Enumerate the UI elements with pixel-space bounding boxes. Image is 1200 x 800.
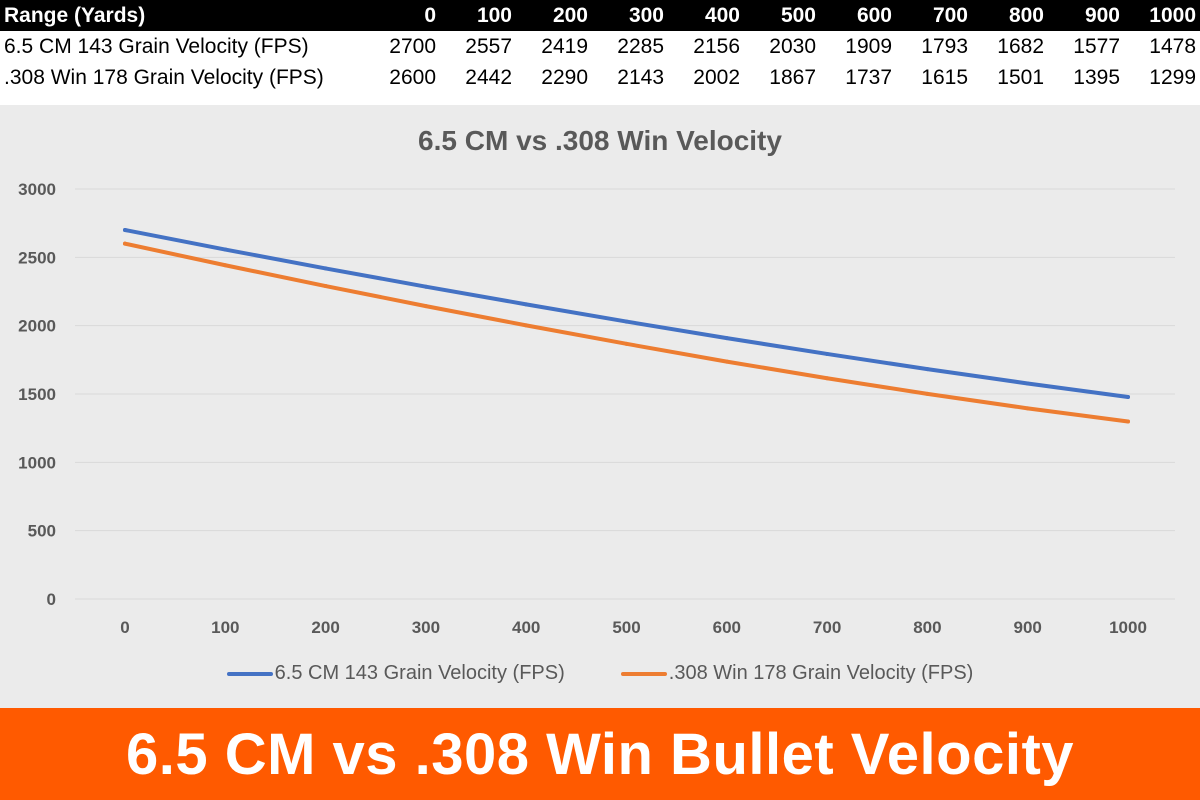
- velocity-line-chart: 0 500 1000 1500 2000 2500 3000 0 100 200 300 400 500…: [18, 180, 1175, 637]
- legend-item-308-win: .308 Win 178 Grain Velocity (FPS): [620, 662, 974, 685]
- x-tick-label: 1000: [1109, 618, 1147, 637]
- y-tick-label: 2000: [18, 317, 56, 336]
- data-point: [123, 241, 127, 246]
- banner-title: 6.5 CM vs .308 Win Bullet Velocity: [125, 721, 1075, 787]
- data-point: [223, 247, 228, 252]
- data-point: [123, 228, 127, 232]
- data-point: [524, 323, 529, 328]
- y-tick-label: 1500: [18, 385, 56, 404]
- data-point: [624, 341, 629, 346]
- table-cell: 2030: [769, 34, 816, 58]
- data-point: [323, 284, 328, 289]
- data-point: [423, 304, 428, 309]
- y-tick-label: 0: [47, 590, 56, 609]
- y-tick-label: 1000: [18, 453, 56, 472]
- data-point: [223, 263, 228, 268]
- x-tick-label: 300: [412, 618, 440, 637]
- table-header-range: 800: [1008, 3, 1044, 27]
- table-cell: 1501: [997, 65, 1044, 89]
- legend-label: 6.5 CM 143 Grain Velocity (FPS): [274, 662, 565, 684]
- table-cell: 2285: [617, 34, 664, 58]
- data-point: [825, 376, 830, 381]
- table-cell: 1909: [845, 34, 892, 58]
- x-tick-label: 800: [913, 618, 941, 637]
- table-cell: 1395: [1073, 65, 1120, 89]
- data-point: [624, 319, 629, 324]
- data-point: [925, 391, 930, 396]
- data-point: [423, 284, 428, 289]
- legend-label: .308 Win 178 Grain Velocity (FPS): [668, 662, 974, 684]
- table-cell: 2143: [617, 65, 664, 89]
- table-cell: 2156: [693, 34, 740, 58]
- chart-title: 6.5 CM vs .308 Win Velocity: [418, 125, 782, 156]
- data-point: [1126, 419, 1130, 424]
- table-cell: 1737: [845, 65, 892, 89]
- velocity-data-table: Range (Yards) 0 100 200 300 400 500 600 …: [0, 0, 1200, 93]
- table-cell: 1793: [921, 34, 968, 58]
- table-header-range: 600: [856, 3, 892, 27]
- table-header-range: 300: [628, 3, 664, 27]
- legend-item-6-5-cm: 6.5 CM 143 Grain Velocity (FPS): [226, 662, 565, 685]
- table-cell: 2557: [465, 34, 512, 58]
- series-line-308-win: [123, 241, 1130, 424]
- table-cell: 2419: [541, 34, 588, 58]
- table-cell: 2600: [389, 65, 436, 89]
- chart-legend: 6.5 CM 143 Grain Velocity (FPS) .308 Win…: [0, 662, 1200, 685]
- table-row: .308 Win 178 Grain Velocity (FPS) 2600 2…: [0, 62, 1200, 93]
- table-cell: 2700: [389, 34, 436, 58]
- y-tick-label: 3000: [18, 180, 56, 199]
- table-cell: 2290: [541, 65, 588, 89]
- x-tick-label: 600: [713, 618, 741, 637]
- data-point: [1025, 381, 1030, 386]
- legend-swatch-308-win: [620, 671, 667, 676]
- table-cell: 1867: [769, 65, 816, 89]
- chart-area: 6.5 CM vs .308 Win Velocity 0 500 1000 1500…: [0, 105, 1200, 708]
- table-header-range: 100: [476, 3, 512, 27]
- table-cell: 1682: [997, 34, 1044, 58]
- table-header-range: 400: [704, 3, 740, 27]
- x-tick-label: 700: [813, 618, 841, 637]
- y-tick-label: 2500: [18, 248, 56, 267]
- table-cell: 1478: [1149, 34, 1196, 58]
- table-cell: 1577: [1073, 34, 1120, 58]
- table-header-range: 700: [932, 3, 968, 27]
- table-cell: 1299: [1149, 65, 1196, 89]
- legend-swatch-6-5-cm: [226, 671, 273, 676]
- table-header-range: 200: [552, 3, 588, 27]
- table-cell: 1615: [921, 65, 968, 89]
- x-tick-label: 400: [512, 618, 540, 637]
- table-header-range: 1000: [1149, 3, 1196, 27]
- table-header-range: 0: [424, 3, 436, 27]
- title-banner: 6.5 CM vs .308 Win Bullet Velocity: [0, 708, 1200, 800]
- table-cell: 2442: [465, 65, 512, 89]
- data-point: [724, 359, 729, 364]
- data-point: [323, 266, 328, 271]
- x-tick-label: 500: [612, 618, 640, 637]
- table-header-label: Range (Yards): [4, 3, 146, 27]
- x-tick-label: 200: [311, 618, 339, 637]
- table-header-range: 900: [1084, 3, 1120, 27]
- x-tick-label: 0: [120, 618, 129, 637]
- row-label: 6.5 CM 143 Grain Velocity (FPS): [4, 34, 309, 58]
- data-point: [1126, 395, 1130, 400]
- table-row: 6.5 CM 143 Grain Velocity (FPS) 2700 255…: [0, 31, 1200, 62]
- y-tick-label: 500: [28, 522, 56, 541]
- data-point: [524, 302, 529, 307]
- row-label: .308 Win 178 Grain Velocity (FPS): [4, 65, 324, 89]
- series-line-6-5-cm: [123, 228, 1130, 400]
- data-point: [724, 336, 729, 341]
- table-cell: 2002: [693, 65, 740, 89]
- x-tick-label: 900: [1014, 618, 1042, 637]
- table-header-range: 500: [780, 3, 816, 27]
- x-tick-label: 100: [211, 618, 239, 637]
- data-point: [825, 351, 830, 356]
- data-point: [1025, 406, 1030, 411]
- table-header-row: Range (Yards) 0 100 200 300 400 500 600 …: [0, 0, 1200, 31]
- data-point: [925, 367, 930, 372]
